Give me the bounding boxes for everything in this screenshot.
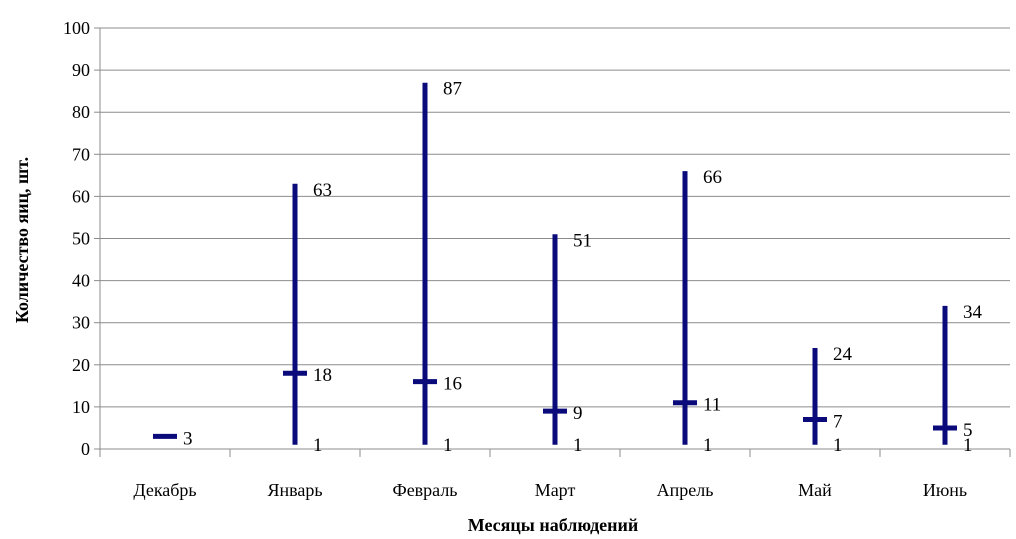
y-tick-label: 50 xyxy=(72,229,90,249)
max-value-label: 63 xyxy=(313,180,332,201)
min-value-label: 1 xyxy=(573,435,583,456)
mean-value-label: 5 xyxy=(963,420,973,441)
min-value-label: 1 xyxy=(833,435,843,456)
max-value-label: 24 xyxy=(833,344,853,365)
y-tick-label: 70 xyxy=(72,144,90,164)
max-value-label: 51 xyxy=(573,230,592,251)
y-axis-title: Количество яиц, шт. xyxy=(12,157,32,323)
x-tick-label: Февраль xyxy=(392,480,457,500)
x-tick-label: Март xyxy=(535,480,576,500)
mean-value-label: 11 xyxy=(703,395,721,416)
max-value-label: 34 xyxy=(963,302,983,323)
y-tick-label: 30 xyxy=(72,313,90,333)
y-tick-label: 80 xyxy=(72,102,90,122)
y-tick-label: 0 xyxy=(81,439,90,459)
x-tick-label: Июнь xyxy=(923,480,967,500)
min-value-label: 1 xyxy=(963,435,973,456)
min-value-label: 1 xyxy=(443,435,453,456)
mean-value-label: 3 xyxy=(183,428,193,449)
x-tick-label: Декабрь xyxy=(133,480,196,500)
x-axis: Декабрь Январь Февраль Март Апрель Май Июнь xyxy=(99,28,1011,500)
max-value-label: 87 xyxy=(443,79,462,100)
y-tick-label: 20 xyxy=(72,355,90,375)
y-tick-label: 60 xyxy=(72,186,90,206)
y-tick-label: 90 xyxy=(72,60,90,80)
min-value-label: 1 xyxy=(703,435,713,456)
data-marks xyxy=(153,82,957,445)
mean-value-label: 18 xyxy=(313,365,332,386)
mean-value-label: 16 xyxy=(443,374,462,395)
y-tick-label: 10 xyxy=(72,397,90,417)
x-tick-label: Май xyxy=(798,480,832,500)
y-tick-labels: 0 10 20 30 40 50 60 70 80 90 100 xyxy=(63,18,90,459)
x-axis-title: Месяцы наблюдений xyxy=(468,515,639,535)
x-tick-label: Январь xyxy=(267,480,322,500)
y-tick-label: 40 xyxy=(72,271,90,291)
gridlines xyxy=(94,27,1010,450)
min-value-label: 1 xyxy=(313,435,323,456)
x-tick-label: Апрель xyxy=(657,480,714,500)
y-tick-label: 100 xyxy=(63,18,90,38)
mean-value-label: 9 xyxy=(573,403,583,424)
mean-value-label: 7 xyxy=(833,412,843,433)
max-value-label: 66 xyxy=(703,167,722,188)
